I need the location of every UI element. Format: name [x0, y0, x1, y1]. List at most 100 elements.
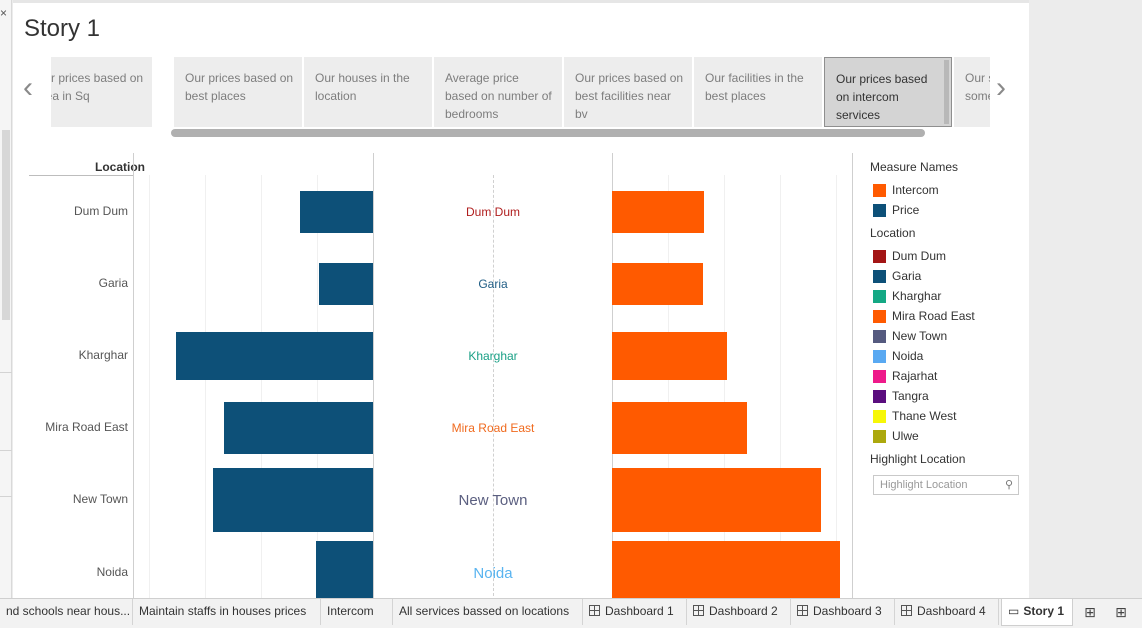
story-point[interactable]: Our prices based on area in Sq [51, 57, 152, 127]
location-legend-title: Location [870, 226, 916, 240]
intercom-bar[interactable] [612, 402, 747, 454]
story-point-marker [944, 60, 949, 124]
tab-label: Intercom [327, 604, 374, 618]
legend-item-intercom[interactable]: Intercom [870, 180, 1029, 200]
chevron-left-icon[interactable]: ‹ [23, 71, 33, 104]
price-bar[interactable] [316, 541, 373, 598]
highlight-location-input[interactable]: Highlight Location ⚲ [873, 475, 1019, 495]
story-point-label: Our prices based on best places [185, 71, 294, 103]
intercom-bar[interactable] [612, 191, 704, 233]
tab-label: All services bassed on locations [399, 604, 570, 618]
story-point[interactable]: Average price based on number of bedroom… [434, 57, 562, 127]
story-point[interactable]: Our services on some places [954, 57, 990, 127]
legend-item-noida[interactable]: Noida [870, 346, 1029, 366]
tab-label: Dashboard 4 [917, 604, 986, 618]
story-point[interactable]: Our prices based on best places [174, 57, 302, 127]
legend-item-rajarhat[interactable]: Rajarhat [870, 366, 1029, 386]
legend-label: Mira Road East [892, 309, 975, 323]
dashboard-icon [589, 605, 600, 616]
story-point[interactable]: Our facilities in the best places [694, 57, 822, 127]
rajarhat-swatch [873, 369, 886, 383]
dashboard-icon [901, 605, 912, 616]
chevron-right-icon[interactable]: › [996, 71, 1006, 104]
tab-maintain-staffs[interactable]: Maintain staffs in houses prices [133, 599, 321, 625]
location-data-label: Kharghar [468, 349, 518, 363]
row-label: Noida [96, 565, 128, 579]
legend-label: Noida [892, 349, 924, 363]
highlight-placeholder: Highlight Location [880, 479, 968, 491]
axis-divider [852, 153, 853, 598]
price-bar[interactable] [319, 263, 373, 305]
tab-dashboard-1[interactable]: Dashboard 1 [583, 599, 687, 625]
tab-story-1[interactable]: ▭ Story 1 [1001, 599, 1073, 626]
legend-item-thane-west[interactable]: Thane West [870, 406, 1029, 426]
intercom-bar[interactable] [612, 332, 727, 380]
legend-item-dum-dum[interactable]: Dum Dum [870, 246, 1029, 266]
legend-label: New Town [892, 329, 948, 343]
legend-label: Kharghar [892, 289, 942, 303]
dashboard-icon [693, 605, 704, 616]
legend-item-new-town[interactable]: New Town [870, 326, 1029, 346]
new-dashboard-icon[interactable]: ⊞ [1115, 604, 1127, 620]
gridline [261, 175, 262, 598]
legend-label: Dum Dum [892, 249, 947, 263]
gridline [149, 175, 150, 598]
story-point-label: Our prices based on area in Sq [51, 71, 144, 103]
story-point-label: Our prices based on best facilities near… [575, 71, 684, 121]
gridline [780, 175, 781, 598]
intercom-bar[interactable] [612, 468, 821, 532]
legend-item-garia[interactable]: Garia [870, 266, 1029, 286]
legend: Measure Names Intercom Price Location Du… [870, 160, 1029, 495]
chart-area: Location Dum Dum Dum Dum Garia Garia Khargha… [29, 153, 853, 598]
tab-dashboard-2[interactable]: Dashboard 2 [687, 599, 791, 625]
legend-label: Tangra [892, 389, 929, 403]
tab-label: Maintain staffs in houses prices [139, 604, 307, 618]
story-point[interactable]: Our prices based on best facilities near… [564, 57, 692, 127]
price-bar[interactable] [176, 332, 373, 380]
legend-item-price[interactable]: Price [870, 200, 1029, 220]
tab-schools-near-houses[interactable]: nd schools near hous... [0, 599, 133, 625]
legend-item-mira-road-east[interactable]: Mira Road East [870, 306, 1029, 326]
search-icon: ⚲ [1004, 479, 1013, 491]
garia-swatch [873, 269, 886, 283]
gridline [317, 175, 318, 598]
dashboard-icon [797, 605, 808, 616]
story-point-scrollbar[interactable] [171, 129, 925, 137]
header-divider [29, 175, 133, 176]
story-point-label: Our facilities in the best places [705, 71, 804, 103]
ulwe-swatch [873, 429, 886, 443]
story-point-active[interactable]: Our prices based on intercom services [824, 57, 952, 127]
legend-item-tangra[interactable]: Tangra [870, 386, 1029, 406]
location-data-label: Dum Dum [465, 205, 520, 219]
side-divider [0, 372, 12, 373]
measure-names-title: Measure Names [870, 160, 959, 174]
intercom-bar[interactable] [612, 541, 840, 598]
left-side-panel: × [0, 0, 12, 598]
tab-dashboard-3[interactable]: Dashboard 3 [791, 599, 895, 625]
tab-dashboard-4[interactable]: Dashboard 4 [895, 599, 999, 625]
story-point-navigator: Our prices based on area in Sq Our price… [51, 57, 990, 127]
tab-label: Dashboard 1 [605, 604, 674, 618]
new-town-swatch [873, 329, 886, 343]
story-point-label: Average price based on number of bedroom… [445, 71, 552, 121]
story-icon: ▭ [1008, 604, 1020, 618]
new-worksheet-icon[interactable]: ⊞ [1084, 604, 1096, 620]
tab-intercom[interactable]: Intercom [321, 599, 393, 625]
intercom-bar[interactable] [612, 263, 703, 305]
close-icon[interactable]: × [0, 6, 8, 20]
price-bar[interactable] [300, 191, 373, 233]
legend-label: Rajarhat [892, 369, 938, 383]
dum-dum-swatch [873, 249, 886, 263]
row-label: New Town [72, 492, 128, 506]
tab-all-services[interactable]: All services bassed on locations [393, 599, 583, 625]
side-divider [0, 496, 12, 497]
price-bar[interactable] [213, 468, 373, 532]
legend-item-ulwe[interactable]: Ulwe [870, 426, 1029, 446]
price-bar[interactable] [224, 402, 373, 454]
story-point[interactable]: Our houses in the location [304, 57, 432, 127]
story-panel: Story 1 ‹ › Our prices based on area in … [13, 0, 1029, 598]
side-scrollbar[interactable] [2, 130, 10, 320]
tab-label: Dashboard 2 [709, 604, 778, 618]
legend-label: Thane West [892, 409, 957, 423]
legend-item-kharghar[interactable]: Kharghar [870, 286, 1029, 306]
